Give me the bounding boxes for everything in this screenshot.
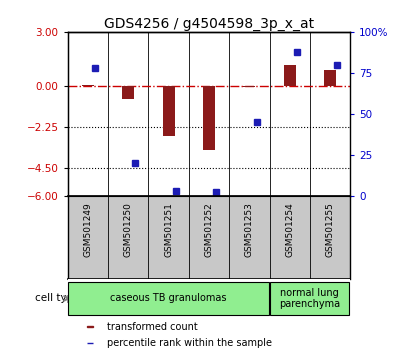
Text: GSM501250: GSM501250 <box>124 202 133 257</box>
Text: GSM501249: GSM501249 <box>83 202 92 257</box>
Bar <box>203 86 215 150</box>
Bar <box>68 282 269 315</box>
Text: GSM501252: GSM501252 <box>205 202 213 257</box>
Bar <box>122 86 134 99</box>
Text: transformed count: transformed count <box>107 321 198 332</box>
Bar <box>88 326 93 327</box>
Bar <box>284 65 296 86</box>
Bar <box>270 282 349 315</box>
Text: GSM501255: GSM501255 <box>326 202 335 257</box>
Bar <box>324 70 336 86</box>
Title: GDS4256 / g4504598_3p_x_at: GDS4256 / g4504598_3p_x_at <box>104 17 314 31</box>
Bar <box>243 86 256 87</box>
Text: GSM501254: GSM501254 <box>285 202 294 257</box>
Text: cell type: cell type <box>35 293 79 303</box>
Bar <box>162 86 175 136</box>
Text: GSM501253: GSM501253 <box>245 202 254 257</box>
Bar <box>82 85 94 86</box>
Text: caseous TB granulomas: caseous TB granulomas <box>110 293 227 303</box>
Text: percentile rank within the sample: percentile rank within the sample <box>107 338 272 348</box>
Text: normal lung
parenchyma: normal lung parenchyma <box>279 287 340 309</box>
Text: GSM501251: GSM501251 <box>164 202 173 257</box>
